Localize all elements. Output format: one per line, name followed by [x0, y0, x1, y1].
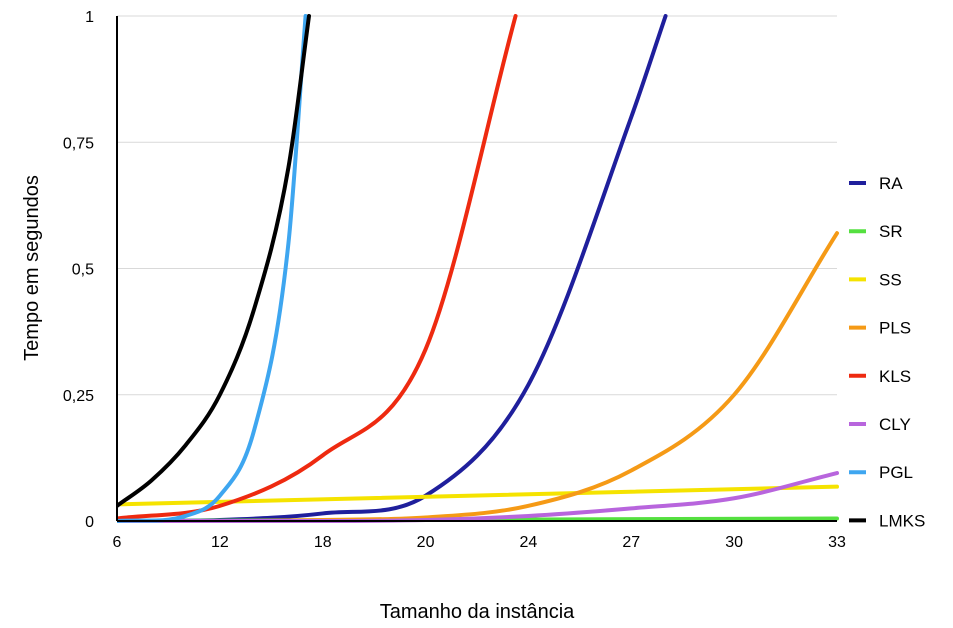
- series-line-pls: [117, 231, 839, 523]
- x-tick-label: 30: [725, 534, 743, 551]
- x-tick-label: 18: [314, 534, 332, 551]
- legend-label-sr: SR: [879, 222, 903, 241]
- legend-label-pls: PLS: [879, 319, 911, 338]
- x-tick-label: 20: [417, 534, 435, 551]
- series-line-lmks: [117, 14, 311, 508]
- y-tick-label: 1: [85, 9, 94, 26]
- y-tick-label: 0: [85, 514, 94, 531]
- x-tick-label: 27: [622, 534, 640, 551]
- y-tick-label: 0,5: [72, 262, 94, 279]
- legend-label-lmks: LMKS: [879, 511, 925, 530]
- axes: [116, 16, 837, 522]
- legend-label-ss: SS: [879, 270, 902, 289]
- x-tick-label: 6: [113, 534, 122, 551]
- legend-label-kls: KLS: [879, 367, 911, 386]
- x-tick-label: 24: [520, 534, 538, 551]
- y-tick-labels: 0 0,25 0,5 0,75 1: [63, 9, 94, 531]
- x-tick-label: 12: [211, 534, 229, 551]
- x-axis-title: Tamanho da instância: [380, 601, 575, 623]
- series-line-pgl: [117, 14, 308, 523]
- legend-label-ra: RA: [879, 174, 903, 193]
- x-tick-labels: 6 12 18 20 24 27 30 33: [113, 534, 846, 551]
- series-line-kls: [117, 14, 518, 521]
- y-axis-title: Tempo em segundos: [21, 175, 43, 361]
- grid-lines: [117, 15, 837, 396]
- x-tick-label: 33: [828, 534, 846, 551]
- legend-label-cly: CLY: [879, 415, 911, 434]
- y-tick-label: 0,75: [63, 135, 94, 152]
- legend-label-pgl: PGL: [879, 463, 913, 482]
- y-tick-label: 0,25: [63, 388, 94, 405]
- legend: RA SR SS PLS KLS CLY PGL LMKS: [849, 174, 925, 530]
